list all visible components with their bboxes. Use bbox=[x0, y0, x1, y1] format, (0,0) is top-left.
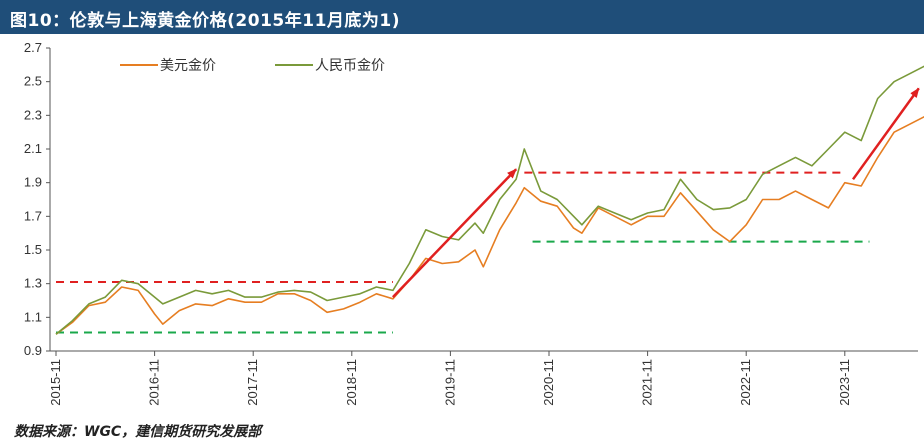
chart-title: 图10：伦敦与上海黄金价格(2015年11月底为1) bbox=[10, 11, 400, 31]
trend-arrow bbox=[391, 168, 518, 299]
y-tick-label: 0.9 bbox=[24, 343, 42, 358]
y-tick-label: 2.1 bbox=[24, 141, 42, 156]
x-tick-label: 2018-11 bbox=[344, 359, 359, 406]
source-note: 数据来源：WGC，建信期货研究发展部 bbox=[14, 424, 262, 440]
y-tick-label: 1.7 bbox=[24, 208, 42, 223]
x-tick-label: 2017-11 bbox=[245, 359, 260, 406]
y-tick-label: 1.9 bbox=[24, 175, 42, 190]
x-tick-label: 2021-11 bbox=[640, 359, 655, 406]
x-tick-label: 2023-11 bbox=[837, 359, 852, 406]
series-line-usd-gold bbox=[55, 115, 924, 335]
x-tick-label: 2019-11 bbox=[442, 359, 457, 406]
x-tick-label: 2020-11 bbox=[541, 359, 556, 406]
y-tick-label: 2.5 bbox=[24, 74, 42, 89]
x-tick-label: 2022-11 bbox=[738, 359, 753, 406]
series-line-cny-gold bbox=[55, 65, 924, 335]
legend-label: 人民币金价 bbox=[315, 58, 385, 74]
y-tick-label: 2.3 bbox=[24, 107, 42, 122]
y-tick-label: 1.1 bbox=[24, 309, 42, 324]
trend-arrow bbox=[852, 87, 920, 181]
x-tick-label: 2015-11 bbox=[48, 359, 63, 406]
y-tick-label: 1.5 bbox=[24, 242, 42, 257]
title-bar: 图10：伦敦与上海黄金价格(2015年11月底为1) bbox=[0, 0, 924, 34]
y-tick-label: 1.3 bbox=[24, 276, 42, 291]
y-tick-label: 2.7 bbox=[24, 40, 42, 55]
legend-label: 美元金价 bbox=[160, 58, 216, 74]
x-tick-label: 2016-11 bbox=[147, 359, 162, 406]
